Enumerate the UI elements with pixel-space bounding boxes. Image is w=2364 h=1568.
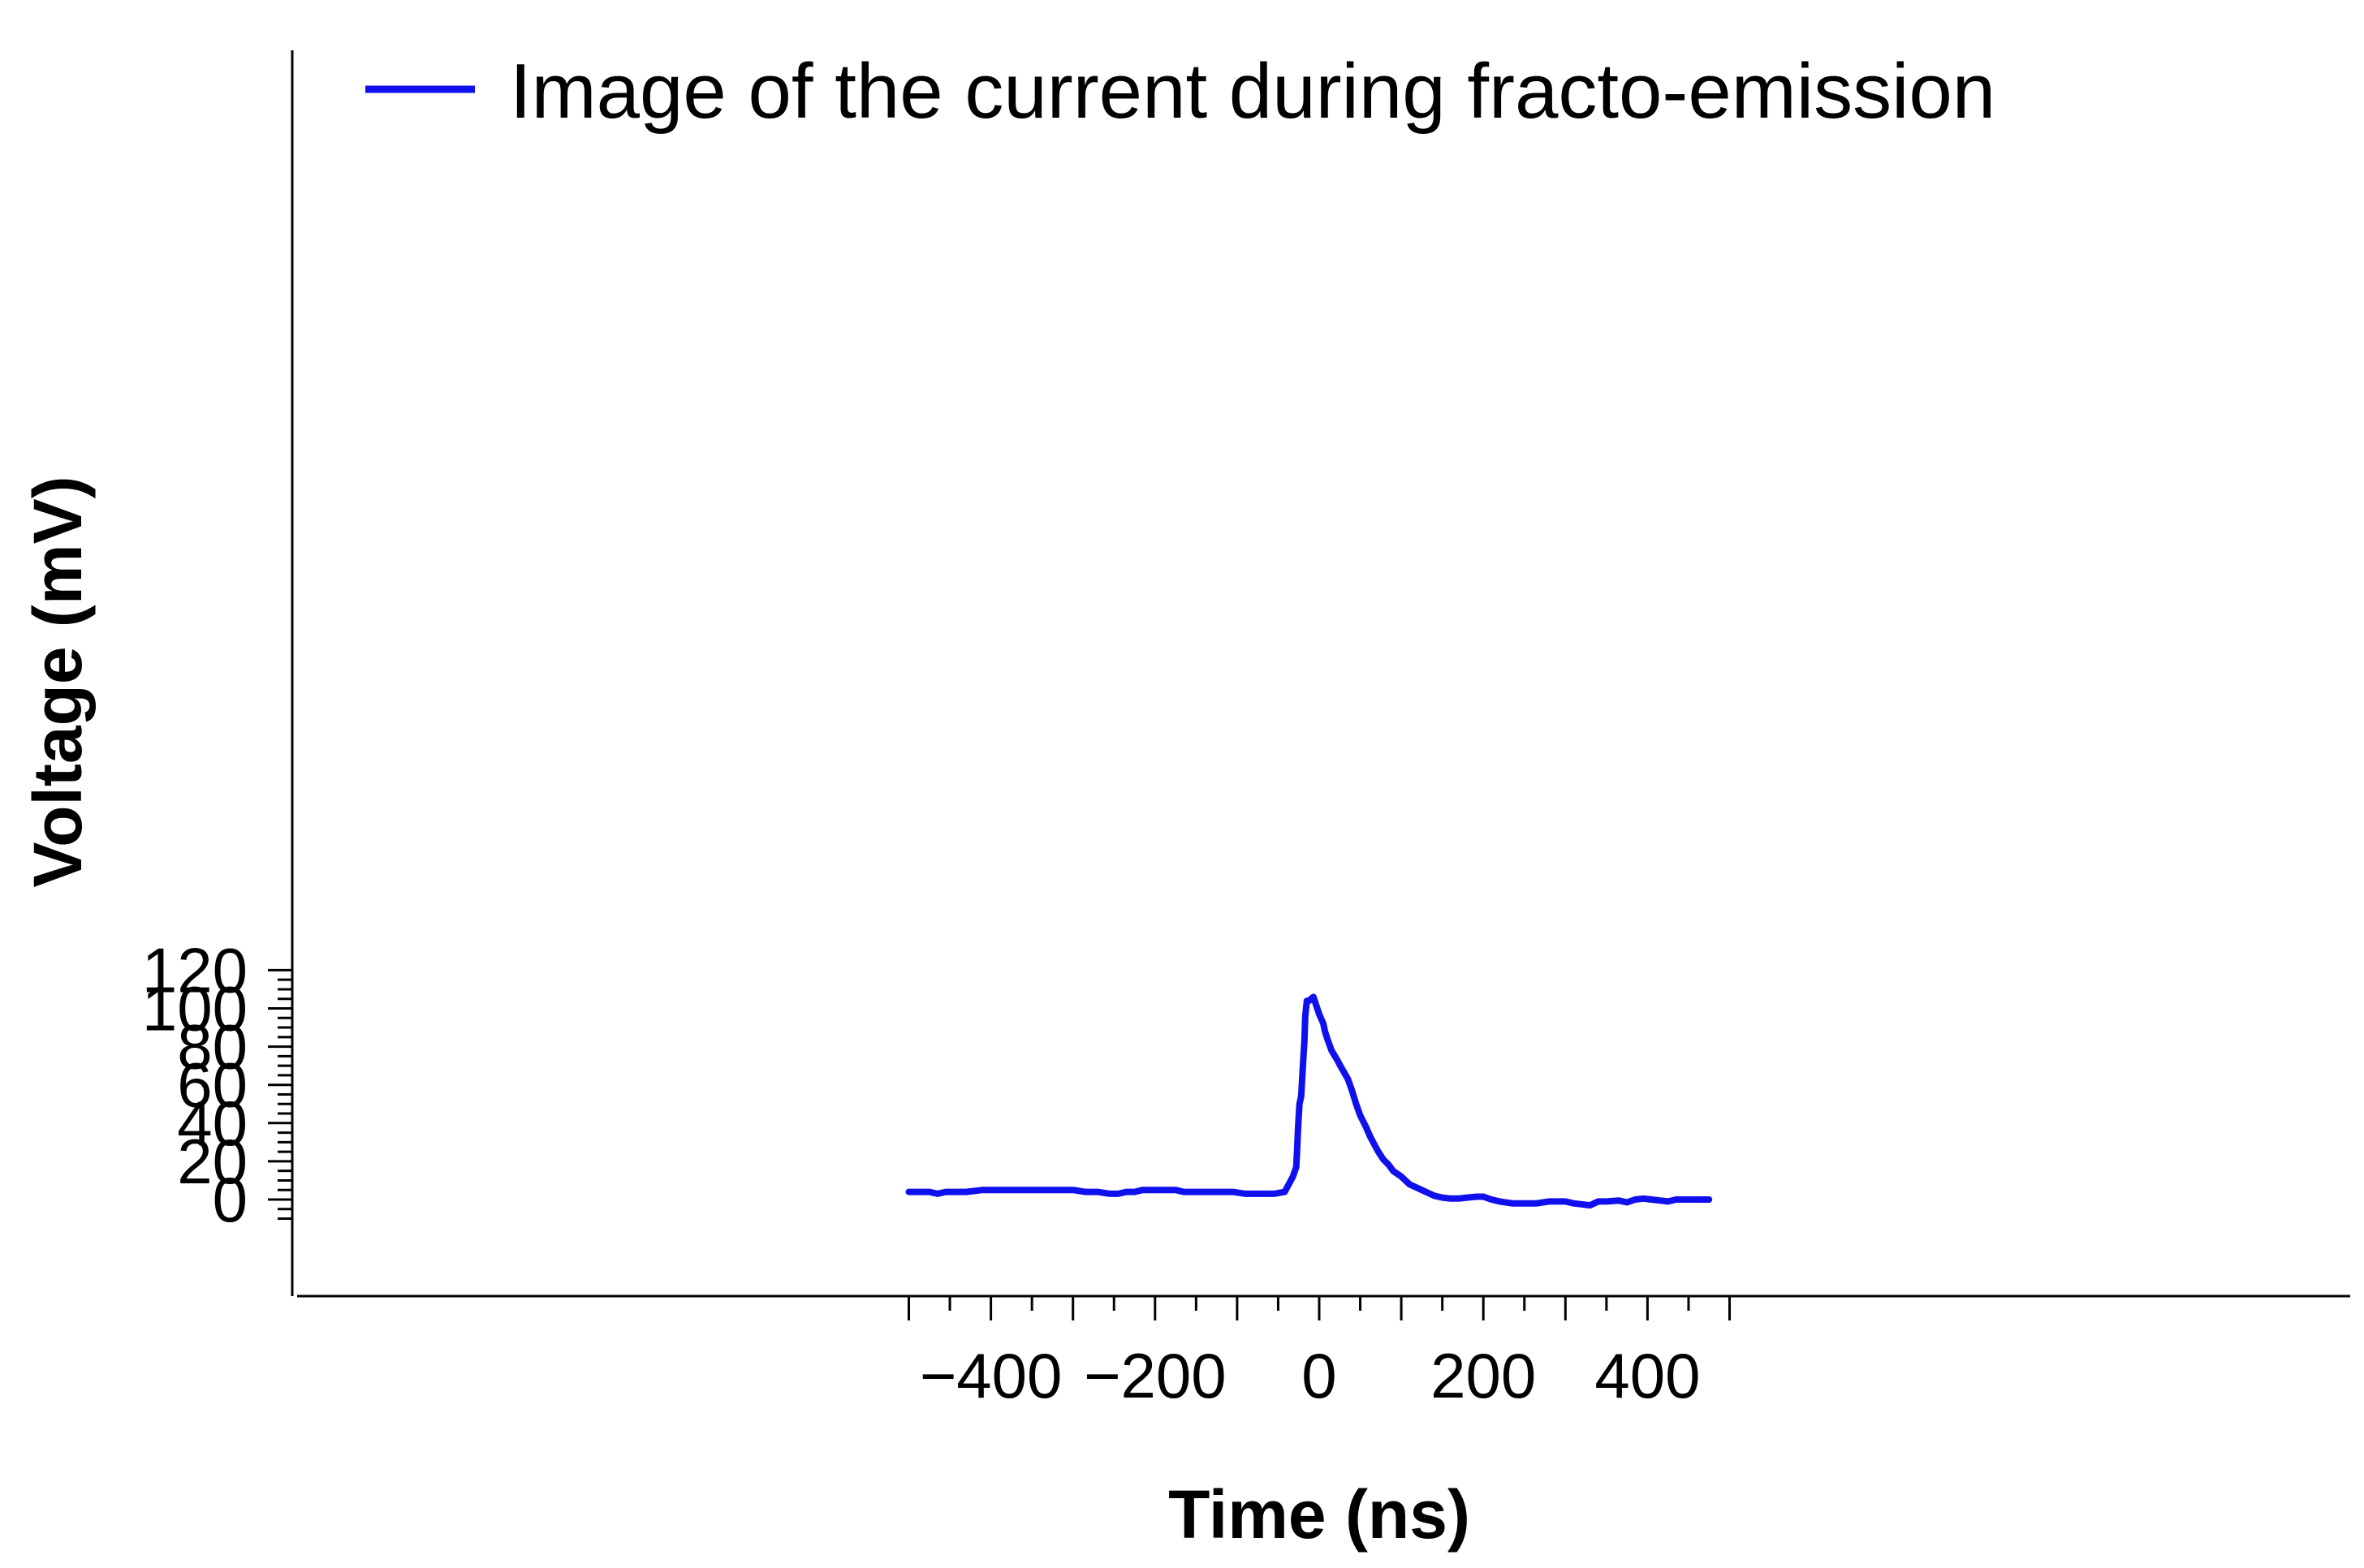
- x-axis: −400 −200 0 200 400: [297, 1294, 2350, 1411]
- x-axis-title: Time (ns): [1168, 1476, 1470, 1553]
- y-axis-title: Voltage (mV): [19, 476, 96, 887]
- y-tick-label: 20: [177, 1126, 248, 1197]
- y-tick-label: 120: [142, 934, 248, 1006]
- x-tick-label: 200: [1430, 1340, 1536, 1411]
- x-tick-label: −400: [920, 1340, 1063, 1411]
- y-tick-label: 80: [177, 1011, 248, 1083]
- legend: Image of the current during fracto-emiss…: [365, 48, 1995, 135]
- series-layer: [905, 993, 1713, 1209]
- legend-label: Image of the current during fracto-emiss…: [510, 48, 1995, 135]
- x-tick-label: 0: [1301, 1340, 1336, 1411]
- series-line: [905, 993, 1713, 1209]
- y-tick-label: 60: [177, 1049, 248, 1121]
- y-tick-label: 0: [213, 1164, 248, 1235]
- y-tick-label: 40: [177, 1088, 248, 1159]
- x-tick-label: 400: [1594, 1340, 1700, 1411]
- y-tick-label: 100: [142, 973, 248, 1045]
- x-tick-label: −200: [1084, 1340, 1227, 1411]
